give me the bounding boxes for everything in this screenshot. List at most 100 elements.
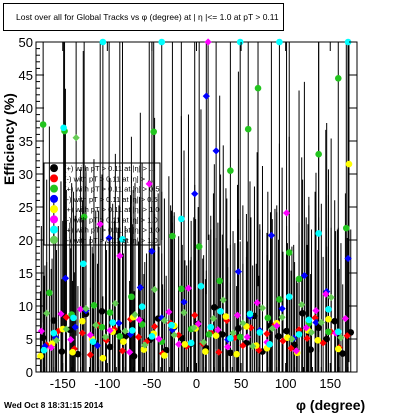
data-point-s2-p11	[150, 128, 157, 136]
data-point-s2-p21	[244, 125, 252, 133]
legend-marker-5	[50, 215, 58, 224]
legend-box	[43, 162, 161, 246]
data-point-s5-p10	[135, 316, 144, 324]
data-point-s4-p3	[69, 348, 76, 356]
data-point-s0-p7	[98, 307, 106, 315]
data-point-s6-p4	[79, 260, 87, 268]
data-point-s0-p34	[315, 324, 322, 332]
data-point-s4-p19	[233, 350, 240, 358]
data-point-s4-p12	[161, 352, 168, 359]
data-point-s6-p6	[99, 38, 107, 46]
data-point-s5-p26	[292, 347, 300, 355]
data-point-s5-p5	[86, 331, 94, 339]
data-point-s5-p1	[47, 343, 55, 352]
legend: (+) with pT > 0.11 at |η| > ...(-) with …	[43, 162, 161, 246]
data-point-s7-p15	[190, 324, 198, 332]
data-point-s7-p16	[200, 338, 208, 346]
data-point-s1-p2	[62, 313, 70, 321]
data-point-s7-p3	[72, 134, 80, 142]
data-point-s7-p25	[288, 335, 296, 343]
x-tick-label-4: 50	[234, 376, 248, 391]
data-point-s5-p17	[204, 38, 212, 46]
error-bars	[39, 42, 352, 372]
data-point-s3-p9	[136, 283, 144, 292]
data-point-s3-p25	[312, 318, 320, 327]
data-point-s6-p19	[227, 335, 234, 342]
data-point-s2-p6	[98, 323, 106, 331]
data-point-s2-p8	[116, 333, 124, 340]
data-point-s2-p0	[39, 121, 47, 128]
data-point-s7-p23	[268, 324, 276, 333]
data-point-s2-p9	[128, 293, 135, 301]
data-point-s7-p27	[307, 328, 316, 336]
x-tick-label-6: 150	[319, 376, 341, 391]
timestamp: Wed Oct 8 18:31:15 2014	[4, 400, 104, 410]
data-point-s2-p16	[195, 243, 203, 250]
data-point-s0-p0	[39, 334, 47, 341]
data-point-s4-p10	[140, 346, 148, 353]
data-point-s7-p11	[150, 285, 159, 294]
legend-marker-4	[50, 205, 58, 214]
data-point-s1-p25	[247, 324, 255, 332]
data-point-s2-p30	[334, 75, 342, 82]
data-point-s7-p5	[92, 321, 100, 329]
x-tick-label-3: 0	[193, 376, 200, 391]
data-point-s4-p6	[99, 354, 107, 362]
data-point-s7-p30	[337, 334, 345, 342]
x-tick-label-1: -100	[94, 376, 120, 391]
data-point-s3-p22	[278, 305, 286, 313]
data-point-s7-p26	[298, 301, 306, 309]
data-point-s6-p20	[236, 38, 244, 46]
y-tick-label-6: 30	[19, 167, 33, 182]
data-point-s3-p0	[41, 342, 49, 350]
data-point-s7-p7	[111, 299, 119, 307]
data-point-s3-p3	[71, 323, 79, 331]
data-point-s6-p25	[285, 293, 293, 301]
data-point-s0-p33	[307, 346, 314, 353]
data-point-s7-p20	[239, 319, 247, 327]
data-point-s1-p10	[126, 315, 135, 323]
data-point-s5-p21	[243, 333, 251, 341]
data-point-s0-p21	[211, 304, 218, 311]
data-point-s1-p32	[303, 334, 311, 342]
data-point-s3-p21	[267, 231, 275, 239]
legend-label-0: (+) with pT > 0.11 at |η| > ...	[64, 164, 155, 173]
data-point-s6-p17	[207, 323, 215, 331]
data-point-s4-p30	[345, 160, 353, 168]
data-point-s7-p6	[101, 333, 110, 341]
data-point-s7-p24	[278, 313, 286, 321]
data-point-s7-p1	[52, 336, 61, 344]
data-point-s0-p24	[235, 325, 242, 332]
data-point-s6-p23	[266, 340, 273, 348]
data-point-s3-p2	[61, 274, 70, 282]
y-tick-label-0: 0	[26, 365, 33, 380]
data-point-s4-p27	[314, 337, 322, 344]
data-point-s5-p25	[282, 209, 291, 217]
axes-ticks: 0 5 10 15 20 25 30 35 40 45 50 -150 -100 -50 0 50 100 150	[19, 35, 357, 391]
data-point-s3-p16	[212, 147, 220, 155]
data-point-s5-p29	[322, 290, 330, 298]
data-point-s1-p34	[319, 339, 327, 347]
data-point-s6-p24	[276, 38, 283, 46]
data-point-s6-p3	[70, 314, 77, 322]
data-point-s6-p16	[197, 282, 205, 290]
data-point-s5-p27	[302, 324, 310, 332]
data-point-s6-p10	[138, 303, 146, 310]
legend-label-6: (+) with pT > 0.11 at |η| > 1.0	[64, 226, 160, 235]
data-point-s2-p20	[236, 333, 244, 341]
data-point-s4-p29	[334, 345, 342, 353]
data-point-s1-p5	[86, 351, 94, 359]
data-point-s0-p11	[130, 352, 138, 360]
data-point-s0-p22	[219, 331, 226, 338]
legend-label-1: (-) with pT > 0.11 at |η| > ...	[64, 174, 154, 183]
data-point-s4-p8	[120, 338, 127, 345]
data-point-s5-p18	[214, 326, 222, 334]
data-point-s6-p2	[60, 124, 67, 132]
y-axis-label: Efficiency (%)	[1, 93, 17, 185]
data-point-s2-p5	[90, 302, 98, 309]
data-point-s6-p27	[305, 316, 313, 324]
x-tick-label-0: -150	[50, 376, 76, 391]
y-tick-label-9: 45	[19, 68, 33, 83]
data-point-s7-p4	[82, 305, 90, 313]
data-point-s2-p29	[325, 328, 332, 336]
